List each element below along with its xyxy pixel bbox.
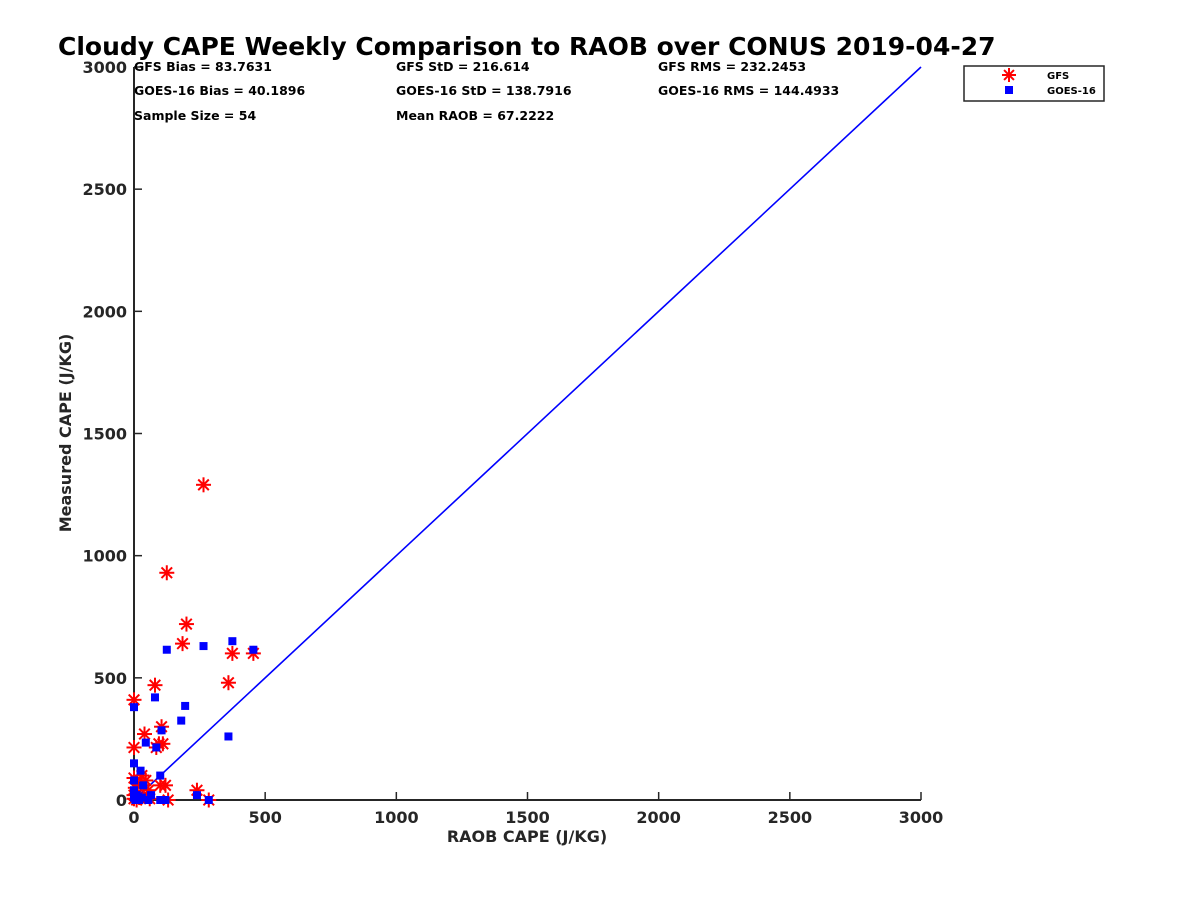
axis-ticks: 0 500 1000 1500 2000 2500 3000 0 500 1000 1500 2000… <box>82 58 943 827</box>
one-to-one-line <box>133 66 922 801</box>
x-tick-label: 1000 <box>374 808 419 827</box>
statistics-block: GFS Bias = 83.7631 GFS StD = 216.614 GFS… <box>134 59 839 123</box>
goes-16-point <box>141 738 150 747</box>
legend-box <box>963 65 1105 102</box>
goes-16-point <box>147 791 156 800</box>
goes-16-point <box>130 703 138 712</box>
stat-gfs-std: GFS StD = 216.614 <box>396 59 530 74</box>
gfs-point <box>175 636 191 652</box>
gfs-point <box>126 739 142 755</box>
goes-16-point <box>249 645 258 654</box>
y-tick-label: 2000 <box>82 302 127 321</box>
goes-16-point <box>152 743 161 752</box>
goes-16-point <box>156 771 165 780</box>
gfs-point <box>147 677 163 693</box>
goes-16-point <box>156 796 165 804</box>
stat-goes-bias: GOES-16 Bias = 40.1896 <box>134 83 305 98</box>
gfs-point <box>159 565 175 581</box>
goes-16-point <box>181 701 190 710</box>
goes-16-point <box>157 726 166 735</box>
y-tick-label: 3000 <box>82 58 127 77</box>
legend-goes-marker <box>1005 86 1013 94</box>
goes-16-point <box>130 786 138 795</box>
chart-title: Cloudy CAPE Weekly Comparison to RAOB ov… <box>58 32 996 61</box>
y-tick-label: 0 <box>116 791 127 810</box>
x-axis-label: RAOB CAPE (J/KG) <box>447 827 607 846</box>
legend-gfs-label: GFS <box>1047 71 1069 82</box>
stat-mean-raob: Mean RAOB = 67.2222 <box>396 108 554 123</box>
goes-16-point <box>130 759 138 768</box>
x-tick-label: 1500 <box>505 808 550 827</box>
goes-16-point <box>192 791 201 800</box>
y-tick-label: 2500 <box>82 180 127 199</box>
stat-sample-size: Sample Size = 54 <box>134 108 256 123</box>
gfs-point <box>136 726 152 742</box>
goes-16-point <box>204 796 213 804</box>
gfs-point <box>224 645 240 661</box>
legend-goes-label: GOES-16 <box>1047 86 1096 97</box>
goes-16-point <box>139 781 148 790</box>
x-tick-label: 2000 <box>636 808 681 827</box>
stat-goes-rms: GOES-16 RMS = 144.4933 <box>658 83 839 98</box>
legend-gfs-asterisk <box>1002 68 1016 82</box>
y-tick-label: 1500 <box>82 425 127 444</box>
goes-16-point <box>199 642 208 651</box>
goes-16-point <box>177 716 186 725</box>
gfs-series <box>126 477 261 808</box>
stat-gfs-bias: GFS Bias = 83.7631 <box>134 59 272 74</box>
stat-goes-std: GOES-16 StD = 138.7916 <box>396 83 572 98</box>
y-axis-label: Measured CAPE (J/KG) <box>56 334 75 533</box>
reference-line <box>133 66 922 801</box>
goes-16-series <box>130 637 258 804</box>
stat-gfs-rms: GFS RMS = 232.2453 <box>658 59 806 74</box>
x-tick-label: 3000 <box>899 808 944 827</box>
goes-16-point <box>150 693 159 702</box>
goes-16-point <box>228 637 237 646</box>
x-tick-label: 500 <box>248 808 281 827</box>
goes-16-point <box>161 796 170 804</box>
x-tick-label: 2500 <box>768 808 813 827</box>
y-tick-label: 1000 <box>82 547 127 566</box>
y-tick-label: 500 <box>94 669 127 688</box>
legend: GFS GOES-16 <box>963 65 1105 102</box>
goes-16-point <box>130 776 138 785</box>
gfs-point <box>157 777 173 793</box>
goes-16-point <box>136 766 145 775</box>
goes-16-point <box>132 791 141 800</box>
goes-16-point <box>162 645 171 654</box>
goes-16-point <box>144 796 153 804</box>
gfs-point <box>220 675 236 691</box>
goes-16-point <box>137 793 146 802</box>
gfs-point <box>178 616 194 632</box>
x-tick-label: 0 <box>128 808 139 827</box>
goes-16-point <box>224 732 233 741</box>
legend-gfs-marker <box>1002 68 1016 82</box>
gfs-point <box>196 477 212 493</box>
